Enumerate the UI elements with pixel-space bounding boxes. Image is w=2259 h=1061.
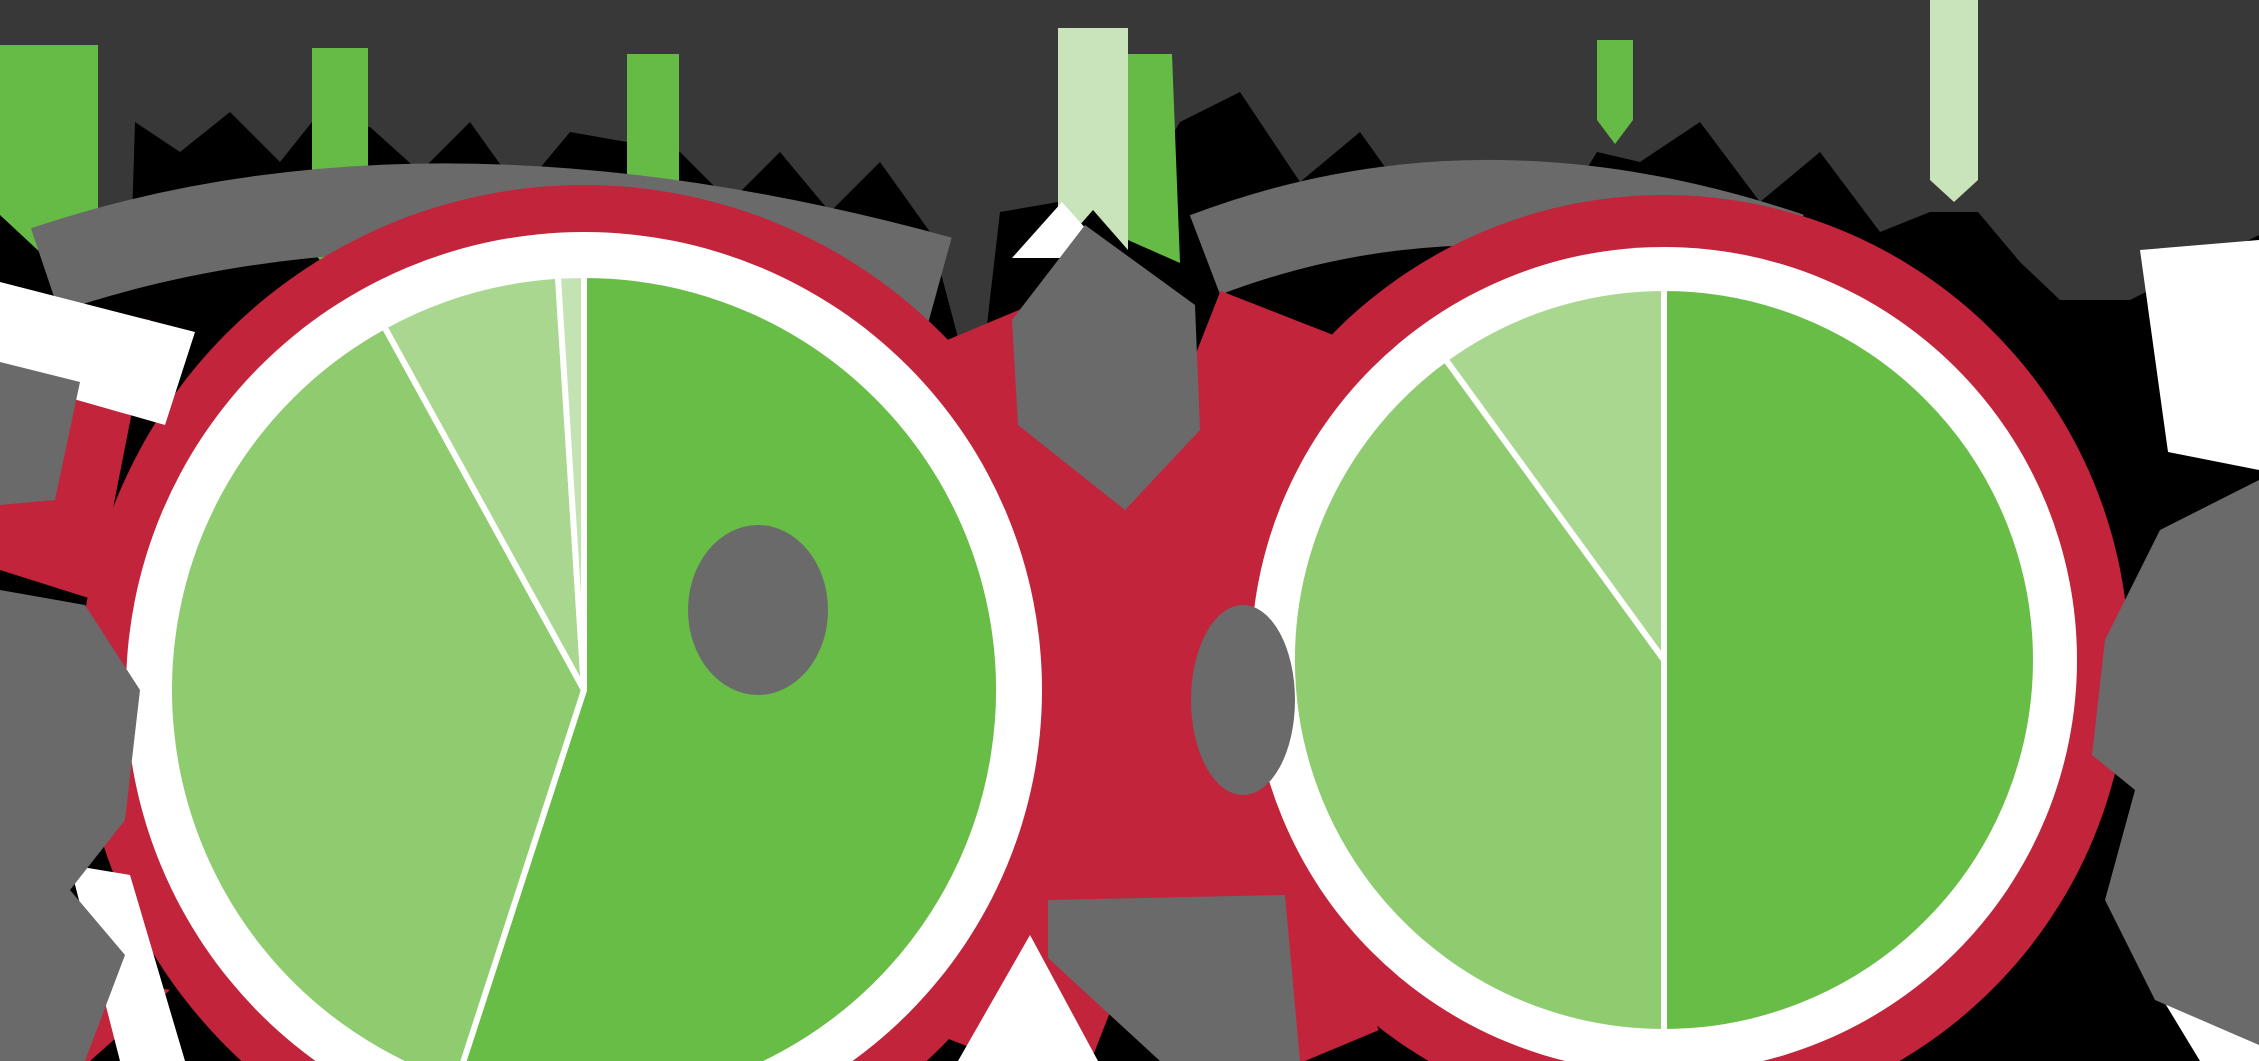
right-lens-pie-slice-50pct (1661, 285, 2039, 1035)
left-lens-pie-slice-1pct (554, 271, 587, 693)
right-lens-pie-slice-10pct (1442, 285, 1667, 663)
ribbon-right-pale (1930, 0, 1978, 202)
ribbon-fifth-green (1597, 40, 1633, 144)
skin-left-lower-gap (70, 865, 185, 1061)
skin-bottom-middle (958, 935, 1098, 1061)
left-inner-cheek (688, 525, 828, 695)
right-ear (2092, 480, 2259, 1045)
nose-bridge (1012, 225, 1200, 510)
nose-tip (1048, 895, 1300, 1061)
right-lens-pie-slice-40pct (1288, 356, 1667, 1035)
skin-right-temple (2140, 240, 2259, 470)
left-lens-pie-slice-37pct (165, 323, 587, 1061)
left-ear (0, 590, 140, 1061)
ribbon-center-pale (1058, 28, 1128, 250)
left-lens-pie (165, 271, 1002, 1061)
left-ear-upper (0, 362, 80, 505)
left-lens-pie-slice-7pct (381, 272, 587, 693)
right-inner-cheek (1191, 605, 1295, 795)
right-lens-pie (1288, 285, 2039, 1035)
ribbon-center-green (1128, 54, 1180, 263)
